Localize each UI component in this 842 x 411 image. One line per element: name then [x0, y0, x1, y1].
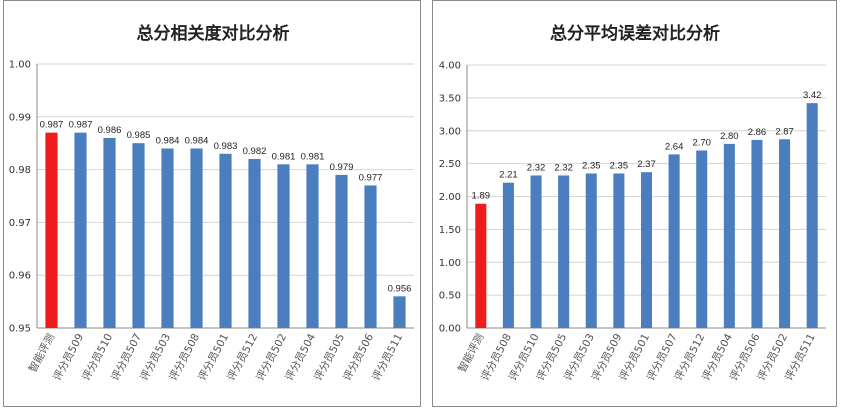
bar — [45, 132, 58, 328]
bar — [475, 203, 487, 328]
data-label: 2.37 — [637, 159, 656, 170]
bar — [779, 139, 791, 328]
data-label: 0.981 — [272, 151, 296, 162]
bar — [502, 182, 514, 328]
y-tick-label: 0.50 — [439, 291, 461, 302]
category-label: 智能评测 — [455, 331, 486, 374]
bar — [806, 103, 818, 328]
category-label: 评分员511 — [370, 332, 405, 383]
data-label: 2.35 — [610, 160, 629, 171]
bar — [219, 153, 232, 328]
data-label: 0.984 — [156, 135, 180, 146]
y-tick-label: 3.50 — [439, 93, 461, 104]
y-tick-label: 0.00 — [439, 324, 461, 335]
bar — [613, 173, 625, 328]
data-label: 0.987 — [69, 120, 93, 131]
bar — [335, 174, 348, 328]
bar — [190, 148, 203, 328]
data-label: 2.87 — [775, 126, 794, 137]
data-label: 2.70 — [692, 137, 711, 148]
data-label: 2.32 — [554, 162, 573, 173]
y-tick-label: 1.00 — [439, 258, 461, 269]
bar — [306, 164, 319, 328]
data-label: 0.977 — [359, 172, 383, 183]
correlation-chart-panel: 总分相关度对比分析 0.95 0.96 0.97 0.98 0.99 1.00 0.987 智… — [3, 0, 421, 407]
data-label: 0.983 — [214, 141, 238, 152]
mean-error-chart-panel: 总分平均误差对比分析 0.00 0.50 1.00 1.50 2.00 2.50 3.00 3… — [432, 0, 837, 407]
data-label: 0.981 — [301, 151, 325, 162]
y-tick-label: 1.00 — [9, 60, 31, 71]
data-label: 2.80 — [720, 131, 739, 142]
y-tick-label: 0.97 — [9, 218, 31, 229]
data-label: 2.64 — [665, 141, 684, 152]
y-tick-label: 4.00 — [439, 61, 461, 72]
data-label: 0.987 — [40, 120, 64, 131]
data-label: 2.21 — [499, 170, 518, 181]
bar — [640, 172, 653, 328]
chart-title: 总分平均误差对比分析 — [550, 23, 720, 44]
bar — [364, 185, 377, 328]
data-label: 0.956 — [388, 283, 412, 294]
bar — [696, 150, 708, 328]
bar — [585, 173, 597, 328]
bar — [132, 143, 145, 328]
bar — [530, 175, 542, 328]
mean-error-chart: 总分平均误差对比分析 0.00 0.50 1.00 1.50 2.00 2.50 3.00 3… — [439, 23, 826, 383]
bar — [393, 296, 406, 328]
data-label: 2.32 — [527, 162, 546, 173]
y-tick-label: 0.95 — [9, 324, 31, 335]
data-label: 0.986 — [98, 125, 122, 136]
data-label: 0.985 — [127, 130, 151, 141]
data-label: 0.982 — [243, 146, 267, 157]
data-label: 2.86 — [748, 127, 767, 138]
y-tick-label: 0.96 — [9, 271, 31, 282]
y-tick-label: 2.50 — [439, 159, 461, 170]
y-tick-label: 3.00 — [439, 126, 461, 137]
y-tick-label: 0.98 — [9, 165, 31, 176]
bar — [751, 139, 763, 328]
bar — [558, 175, 570, 328]
y-tick-label: 0.99 — [9, 112, 31, 123]
category-label: 智能评测 — [26, 331, 57, 374]
bar — [74, 132, 87, 328]
data-label: 2.35 — [582, 160, 601, 171]
data-label: 3.42 — [803, 90, 822, 101]
bar — [103, 137, 116, 328]
data-label: 0.984 — [185, 135, 209, 146]
y-tick-label: 2.00 — [439, 192, 461, 203]
data-label: 0.979 — [330, 162, 354, 173]
bar — [668, 154, 680, 328]
bar — [723, 143, 735, 328]
bar — [277, 164, 290, 328]
data-label: 1.89 — [472, 191, 491, 202]
bar — [161, 148, 174, 328]
chart-title: 总分相关度对比分析 — [137, 23, 290, 44]
bar — [248, 159, 261, 328]
correlation-chart: 总分相关度对比分析 0.95 0.96 0.97 0.98 0.99 1.00 0.987 智… — [9, 23, 414, 383]
y-tick-label: 1.50 — [439, 225, 461, 236]
